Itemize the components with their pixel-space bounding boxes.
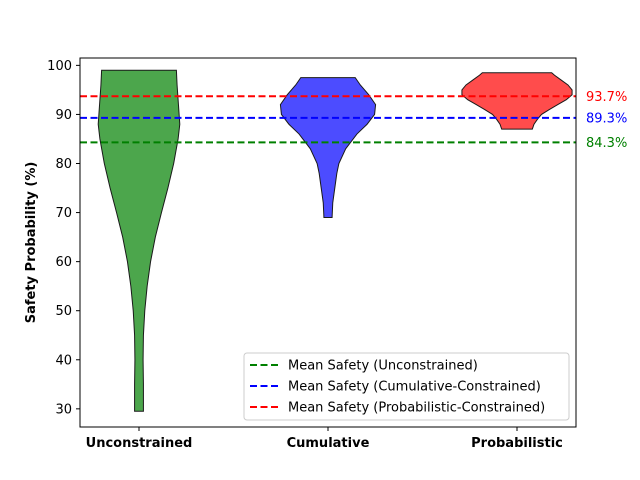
mean-lines (80, 95, 576, 144)
violin-unconstrained (97, 69, 181, 412)
x-tick-label-unconstrained: Unconstrained (86, 436, 193, 451)
x-tick-label-cumulative: Cumulative (287, 436, 370, 451)
y-tick-label-80: 80 (55, 157, 72, 172)
violin-probabilistic (461, 72, 573, 130)
legend-label-2: Mean Safety (Probabilistic-Constrained) (288, 401, 545, 416)
y-tick-label-60: 60 (55, 255, 72, 270)
y-tick-label-30: 30 (55, 402, 72, 417)
y-axis: 30 40 50 60 70 80 90 100 (47, 59, 80, 417)
legend: Mean Safety (Unconstrained) Mean Safety (… (243, 352, 570, 421)
y-tick-label-70: 70 (55, 206, 72, 221)
x-axis: Unconstrained Cumulative Probabilistic (86, 427, 563, 451)
violin-cumulative (279, 77, 377, 218)
violins (97, 69, 573, 412)
y-axis-label: Safety Probability (%) (24, 162, 39, 324)
mean-label-0: 84.3% (586, 136, 627, 151)
mean-label-2: 93.7% (586, 90, 627, 105)
y-tick-label-100: 100 (47, 59, 72, 74)
mean-value-labels: 84.3% 89.3% 93.7% (586, 90, 627, 151)
legend-label-0: Mean Safety (Unconstrained) (288, 359, 478, 374)
y-tick-label-50: 50 (55, 304, 72, 319)
legend-label-1: Mean Safety (Cumulative-Constrained) (288, 380, 541, 395)
x-tick-label-probabilistic: Probabilistic (471, 436, 563, 451)
y-tick-label-90: 90 (55, 108, 72, 123)
y-tick-label-40: 40 (55, 353, 72, 368)
legend-box (243, 352, 570, 421)
mean-label-1: 89.3% (586, 111, 627, 126)
